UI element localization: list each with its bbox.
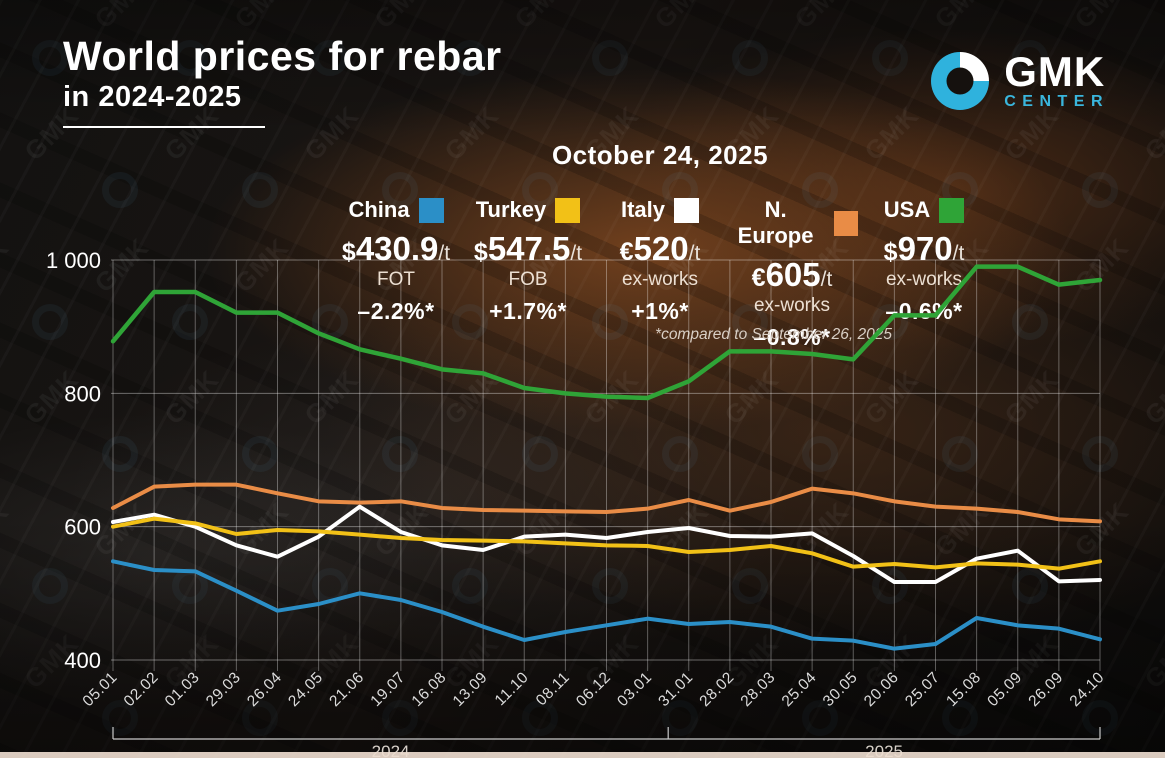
price-unit: /t xyxy=(820,268,833,291)
gmk-logo: GMK CENTER xyxy=(931,48,1109,111)
gmk-watermark-ring-icon xyxy=(942,436,978,472)
legend-swatch xyxy=(555,197,581,223)
legend-term: ex-works xyxy=(753,295,830,316)
gmk-watermark-ring-icon xyxy=(522,172,558,208)
gmk-watermark-ring-icon xyxy=(102,436,138,472)
gmk-donut-hole xyxy=(946,67,974,95)
legend-price: $430.9/t xyxy=(330,232,462,265)
legend-change: +1.7%* xyxy=(489,298,567,324)
price-value: 605 xyxy=(765,256,821,293)
price-unit: /t xyxy=(570,242,583,265)
gmk-watermark-ring-icon xyxy=(802,172,838,208)
gmk-logo-name: GMK xyxy=(1004,48,1106,95)
legend-swatch xyxy=(418,197,444,223)
legend-swatch xyxy=(674,197,700,223)
legend-term: ex-works xyxy=(885,269,962,290)
legend-country-label: USA xyxy=(858,197,990,223)
gmk-watermark-ring-icon xyxy=(382,172,418,208)
title-block: World prices for rebar in 2024-2025 xyxy=(63,33,502,129)
gmk-watermark-ring-icon xyxy=(522,700,558,736)
gmk-donut-icon xyxy=(931,52,990,111)
title-underline xyxy=(63,126,265,129)
legend-change: –2.2%* xyxy=(357,298,435,324)
gmk-watermark-ring-icon xyxy=(662,700,698,736)
legend-price: €520/t xyxy=(594,232,726,265)
price-value: 547.5 xyxy=(487,230,571,267)
legend-swatch xyxy=(939,197,965,223)
price-unit: /t xyxy=(438,242,451,265)
gmk-watermark-ring-icon xyxy=(242,700,278,736)
currency-symbol: $ xyxy=(341,238,356,266)
gmk-watermark-ring-icon xyxy=(662,436,698,472)
legend-country-text: Turkey xyxy=(475,197,547,222)
gmk-watermark-ring-icon xyxy=(872,40,908,76)
legend-change: –0.6%* xyxy=(885,298,963,324)
legend-country-text: China xyxy=(348,197,410,222)
gmk-watermark-ring-icon xyxy=(732,40,768,76)
date-heading: October 24, 2025 xyxy=(551,140,769,170)
legend-country-text: Italy xyxy=(620,197,666,222)
gmk-watermark-ring-icon xyxy=(452,40,488,76)
gmk-watermark-ring-icon xyxy=(802,700,838,736)
gmk-logo-subname: CENTER xyxy=(1004,92,1109,110)
currency-symbol: € xyxy=(751,264,766,292)
currency-symbol: $ xyxy=(473,238,488,266)
currency-symbol: $ xyxy=(883,238,898,266)
price-unit: /t xyxy=(688,242,701,265)
legend-country-text: N. Europe xyxy=(737,197,814,248)
gmk-watermark-ring-icon xyxy=(1012,40,1048,76)
gmk-watermark-ring-icon xyxy=(1082,436,1118,472)
page-subtitle: in 2024-2025 xyxy=(63,81,242,114)
legend-item-china: China $430.9/t FOT –2.2%* xyxy=(330,197,462,351)
legend-item-turkey: Turkey $547.5/t FOB +1.7%* xyxy=(462,197,594,351)
bottom-edge-strip xyxy=(0,752,1165,758)
legend-price: $970/t xyxy=(858,232,990,265)
currency-symbol: € xyxy=(619,238,634,266)
legend-term: FOT xyxy=(377,269,415,290)
gmk-watermark-ring-icon xyxy=(242,436,278,472)
legend-price: €605/t xyxy=(726,258,858,291)
legend-country-label: Italy xyxy=(594,197,726,223)
gmk-watermark-ring-icon xyxy=(522,436,558,472)
legend-swatch xyxy=(834,210,858,236)
legend-price: $547.5/t xyxy=(462,232,594,265)
gmk-watermark-ring-icon xyxy=(382,436,418,472)
price-value: 520 xyxy=(633,230,689,267)
gmk-watermark-ring-icon xyxy=(382,700,418,736)
legend-term: ex-works xyxy=(621,269,698,290)
gmk-watermark-ring-icon xyxy=(172,40,208,76)
gmk-watermark-ring-icon xyxy=(242,172,278,208)
legend-country-label: China xyxy=(330,197,462,223)
footnote: *compared to September 26, 2025 xyxy=(655,326,892,343)
legend-country-label: Turkey xyxy=(462,197,594,223)
price-value: 430.9 xyxy=(355,230,439,267)
price-unit: /t xyxy=(952,242,965,265)
gmk-watermark-ring-icon xyxy=(102,700,138,736)
gmk-watermark-ring-icon xyxy=(942,700,978,736)
gmk-watermark-ring-icon xyxy=(32,304,68,340)
gmk-watermark-ring-icon xyxy=(802,436,838,472)
page-title: World prices for rebar xyxy=(63,33,502,79)
legend-change: +1%* xyxy=(631,298,689,324)
gmk-watermark-ring-icon xyxy=(592,40,628,76)
gmk-logo-text: GMK CENTER xyxy=(1004,48,1109,111)
legend-term: FOB xyxy=(508,269,548,290)
gmk-watermark-ring-icon xyxy=(32,40,68,76)
gmk-watermark-ring-icon xyxy=(1082,172,1118,208)
legend-country-label: N. Europe xyxy=(726,197,858,249)
legend-country-text: USA xyxy=(883,197,931,222)
price-value: 970 xyxy=(897,230,953,267)
gmk-watermark-ring-icon xyxy=(312,40,348,76)
gmk-watermark-ring-icon xyxy=(102,172,138,208)
gmk-watermark-ring-icon xyxy=(32,568,68,604)
